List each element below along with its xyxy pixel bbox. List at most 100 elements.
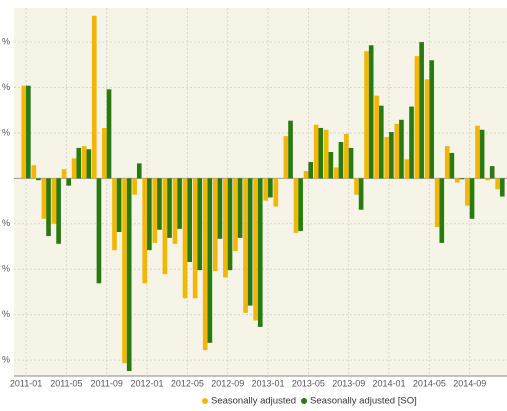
bar [283, 136, 289, 179]
bar [268, 178, 273, 198]
bar [217, 178, 223, 239]
bar [86, 149, 92, 179]
bar [66, 178, 72, 186]
bar [126, 178, 132, 372]
y-tick-label: % [2, 264, 10, 274]
bar [46, 178, 51, 237]
bar [167, 178, 172, 238]
bar [147, 178, 152, 251]
bar [384, 137, 390, 179]
bar [56, 178, 61, 244]
bar [247, 178, 253, 306]
bar [51, 178, 57, 224]
bar [273, 178, 279, 207]
bar [378, 105, 384, 179]
bar [293, 178, 299, 233]
x-tick-label: 2013-09 [332, 378, 365, 388]
x-tick-label: 2011-05 [50, 378, 82, 388]
bar [116, 178, 122, 232]
bar [499, 178, 505, 197]
legend-marker [202, 398, 208, 404]
bar [459, 178, 465, 180]
y-tick-label: % [2, 82, 10, 92]
bar [479, 129, 485, 179]
x-tick-label: 2012-05 [171, 378, 204, 388]
bar [318, 127, 324, 179]
bar [424, 79, 430, 179]
bar [298, 178, 303, 232]
bar [323, 129, 329, 179]
bar [389, 132, 394, 179]
bar [495, 178, 500, 190]
bar [96, 178, 102, 284]
bar [454, 178, 460, 183]
bar [91, 15, 97, 179]
bar [257, 178, 263, 327]
bar [102, 127, 107, 179]
bar [404, 159, 410, 179]
bar [263, 178, 269, 201]
y-tick-label: % [2, 309, 10, 319]
x-tick-label: 2013-01 [252, 378, 285, 388]
bar [187, 178, 193, 262]
bar [21, 85, 27, 179]
bar [136, 163, 142, 179]
x-tick-label: 2014-05 [413, 378, 446, 388]
bar [223, 178, 228, 278]
bar [489, 166, 495, 179]
bar [41, 178, 47, 219]
bar [414, 56, 420, 179]
bar [192, 178, 198, 299]
bar [419, 42, 424, 179]
bar [328, 152, 334, 179]
x-tick-label: 2011-09 [91, 378, 123, 388]
bar [253, 178, 258, 321]
bar [172, 178, 178, 244]
bar [374, 95, 379, 179]
x-tick-label: 2011-01 [10, 378, 42, 388]
bar [233, 178, 238, 252]
y-tick-label: % [2, 36, 10, 46]
bar [449, 152, 455, 179]
bar [308, 162, 314, 179]
bar [303, 171, 309, 179]
bar [132, 178, 137, 195]
bar [439, 178, 445, 243]
bar [237, 178, 243, 238]
bar [344, 133, 349, 179]
bar [333, 167, 339, 179]
bar [444, 146, 450, 179]
bar [475, 125, 480, 179]
bar [61, 169, 67, 179]
x-tick-label: 2013-05 [292, 378, 325, 388]
y-tick-label: % [2, 127, 10, 137]
legend-label: Seasonally adjusted [211, 396, 296, 407]
bar [112, 178, 117, 251]
bar [31, 165, 37, 179]
bar [71, 158, 77, 179]
bar [368, 45, 374, 179]
bar [354, 178, 359, 195]
x-tick-label: 2014-09 [453, 378, 486, 388]
bar [288, 120, 293, 179]
y-tick-label: % [2, 354, 10, 364]
bar [338, 142, 344, 179]
bar [399, 119, 404, 179]
bar [106, 89, 112, 179]
bar [182, 178, 188, 299]
bar [434, 178, 440, 227]
legend-label: Seasonally adjusted [SO] [310, 396, 417, 407]
bar [162, 178, 168, 275]
bar [81, 146, 87, 179]
bar [469, 178, 475, 219]
bar [122, 178, 127, 364]
x-tick-label: 2012-09 [211, 378, 244, 388]
bar [364, 51, 369, 179]
bar [142, 178, 148, 284]
bar [409, 106, 414, 179]
bar [197, 178, 203, 271]
bar [207, 178, 213, 343]
bar [313, 124, 319, 179]
bar [485, 178, 490, 181]
